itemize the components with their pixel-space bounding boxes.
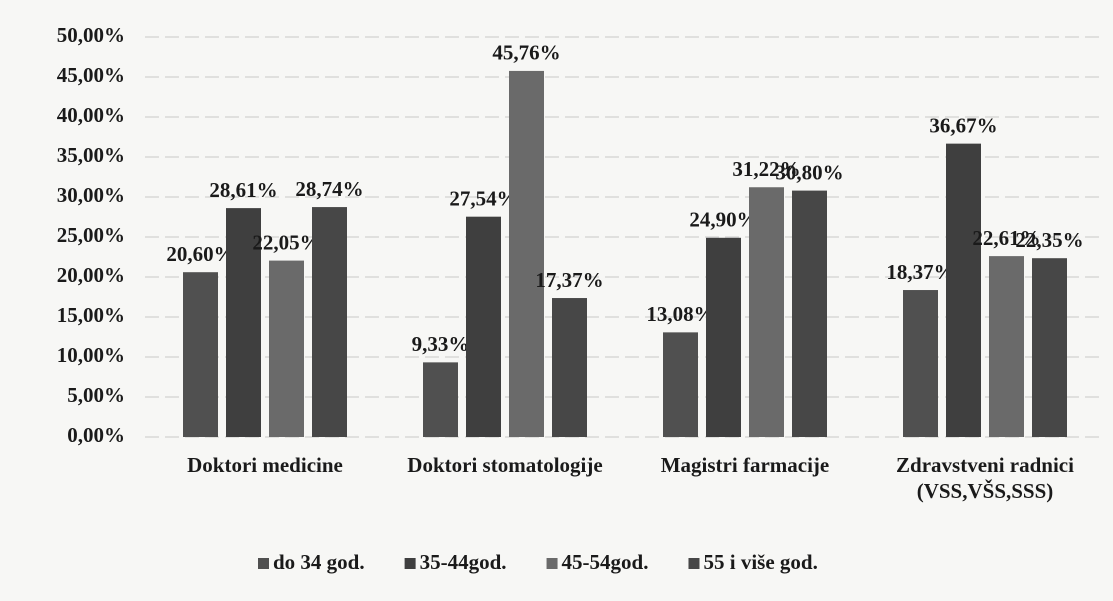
bar — [423, 362, 458, 437]
data-label: 28,61% — [209, 178, 277, 202]
x-tick-label: Doktori stomatologije — [407, 453, 603, 477]
y-tick-label: 5,00% — [67, 383, 125, 407]
y-tick-label: 25,00% — [57, 223, 125, 247]
y-tick-label: 40,00% — [57, 103, 125, 127]
x-tick-label: Magistri farmacije — [660, 453, 830, 477]
legend-swatch — [258, 558, 269, 569]
data-label: 27,54% — [449, 186, 517, 210]
legend-label: 55 i više god. — [703, 550, 817, 574]
x-tick-label: Doktori medicine — [187, 453, 343, 477]
bar — [706, 237, 741, 437]
legend-label: do 34 god. — [273, 550, 365, 574]
legend-swatch — [546, 558, 558, 569]
data-label: 17,37% — [535, 268, 603, 292]
bar — [312, 207, 347, 437]
bar — [509, 70, 544, 438]
y-tick-label: 15,00% — [57, 303, 125, 327]
bar — [749, 187, 784, 437]
y-tick-label: 20,00% — [57, 263, 125, 287]
y-tick-label: 35,00% — [57, 143, 125, 167]
y-tick-label: 30,00% — [57, 183, 125, 207]
legend-label: 45-54god. — [562, 550, 649, 574]
x-tick-label: Zdravstveni radnici (VSS,VŠS,SSS) — [896, 453, 1074, 503]
bar — [466, 216, 501, 437]
legend-swatch — [688, 558, 700, 569]
data-label: 20,60% — [166, 242, 234, 266]
y-tick-label: 50,00% — [57, 23, 125, 47]
legend-swatch — [404, 558, 416, 569]
data-label: 13,08% — [646, 302, 714, 326]
bar — [989, 256, 1024, 437]
data-label: 45,76% — [492, 41, 560, 65]
data-label: 18,37% — [886, 260, 954, 284]
bar — [946, 143, 981, 437]
y-tick-label: 0,00% — [67, 423, 125, 447]
data-label: 24,90% — [689, 208, 757, 232]
data-label: 36,67% — [929, 113, 997, 137]
data-label: 22,61% — [972, 226, 1040, 250]
bar — [792, 190, 827, 437]
legend-label: 35-44god. — [420, 550, 507, 574]
data-label: 22,35% — [1015, 228, 1083, 252]
bar — [552, 298, 587, 437]
bar — [269, 260, 304, 437]
data-label: 9,33% — [412, 332, 470, 356]
bar — [1032, 258, 1067, 437]
data-label: 30,80% — [775, 160, 843, 184]
y-tick-label: 45,00% — [57, 63, 125, 87]
data-label: 28,74% — [295, 177, 363, 201]
bar — [903, 290, 938, 437]
bar — [663, 332, 698, 437]
data-label: 31,22% — [732, 157, 800, 181]
bar — [226, 208, 261, 437]
bar — [183, 272, 218, 437]
data-label: 22,05% — [252, 230, 320, 254]
y-tick-label: 10,00% — [57, 343, 125, 367]
